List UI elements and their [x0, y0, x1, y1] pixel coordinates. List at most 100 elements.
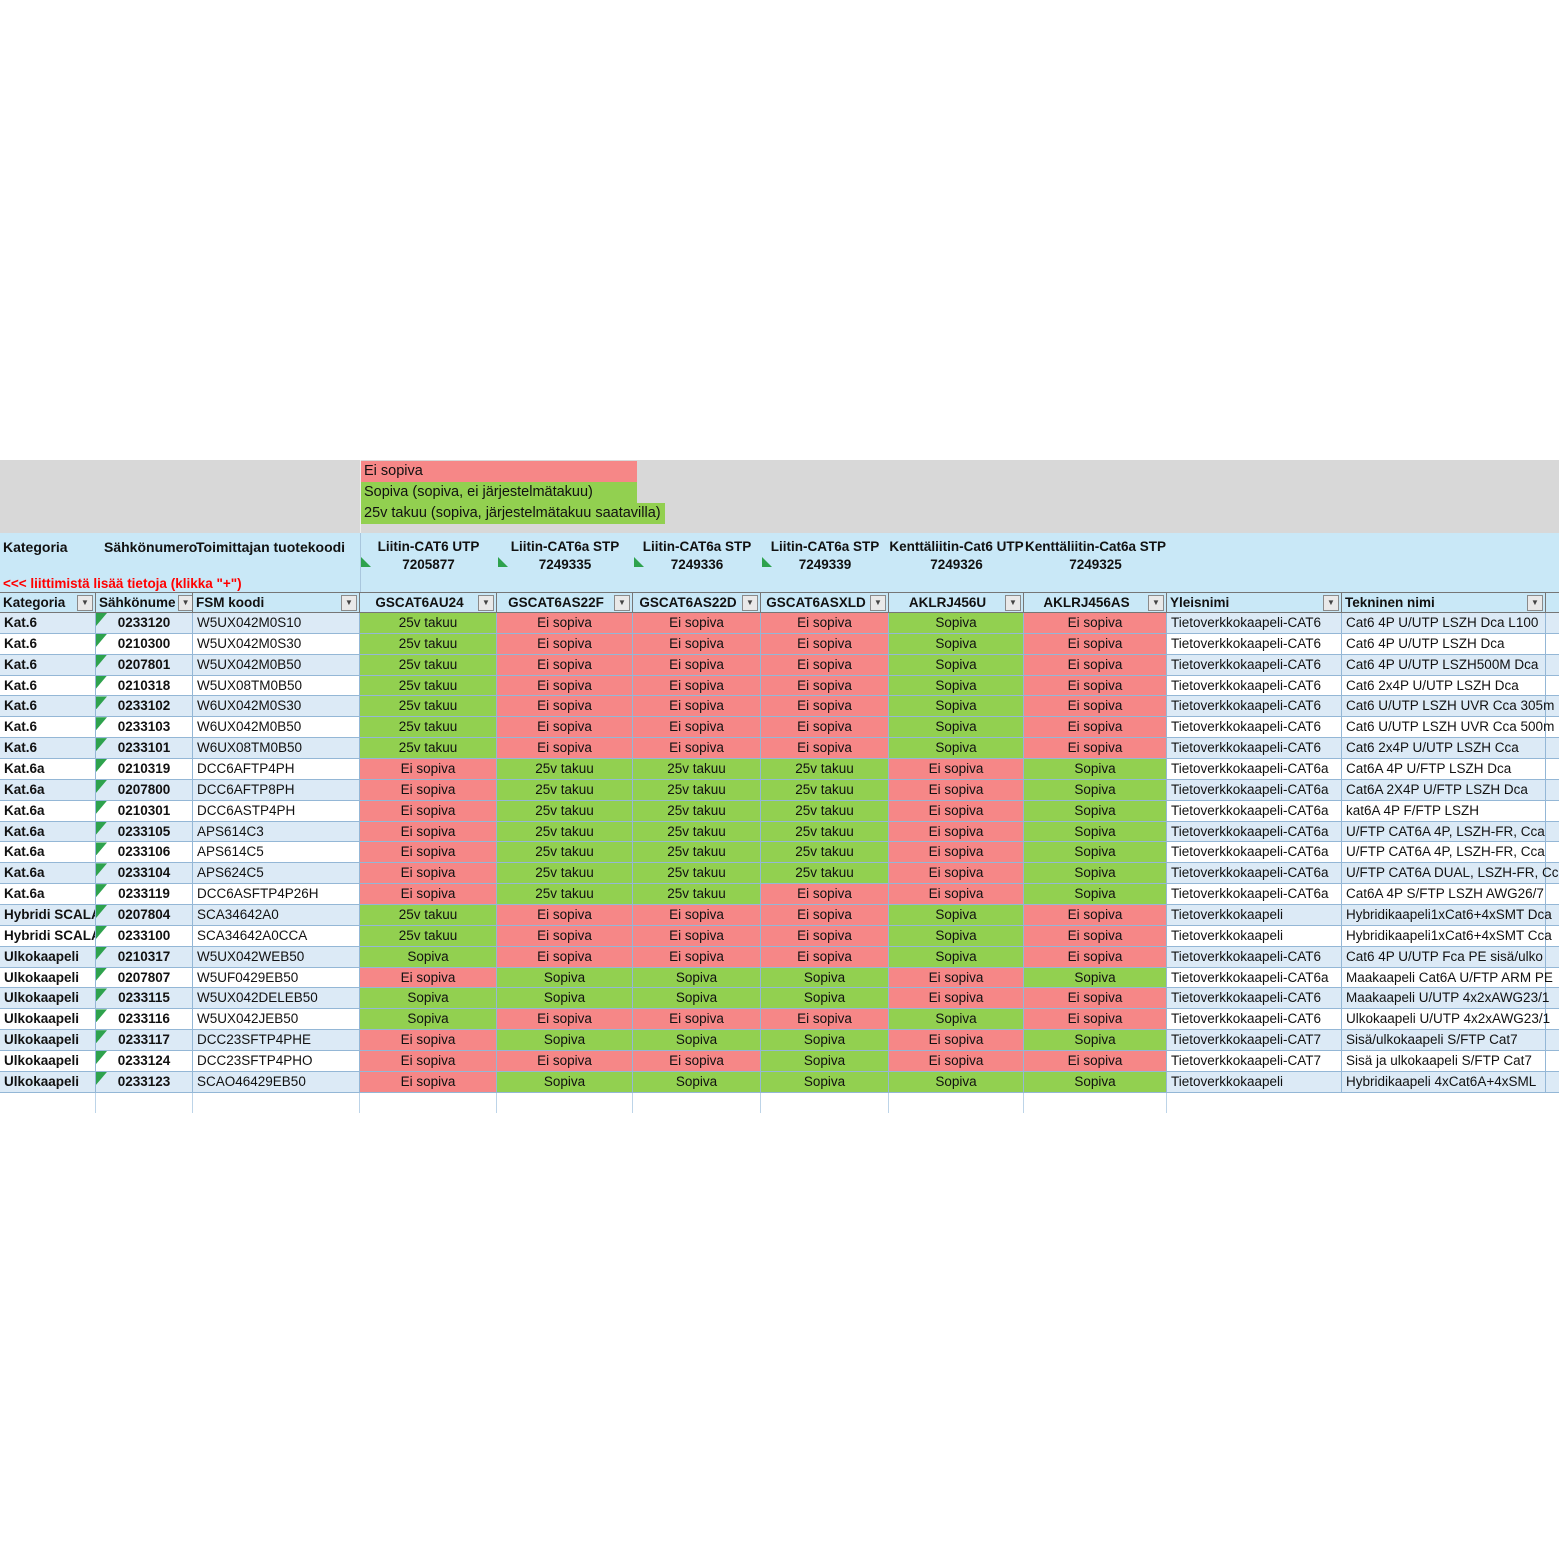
compatibility-cell[interactable]: Ei sopiva [633, 1009, 761, 1031]
cutoff-cell[interactable] [1546, 842, 1559, 864]
fsm-code-cell[interactable]: DCC23SFTP4PHE [193, 1030, 360, 1052]
compatibility-cell[interactable]: Ei sopiva [1024, 675, 1167, 697]
category-cell[interactable]: Ulkokaapeli [0, 1030, 96, 1052]
compatibility-cell[interactable]: Sopiva [889, 633, 1024, 655]
compatibility-cell[interactable]: 25v takuu [633, 779, 761, 801]
compatibility-cell[interactable]: Ei sopiva [633, 738, 761, 760]
filter-dropdown-button[interactable]: ▼ [1005, 594, 1021, 611]
compatibility-cell[interactable]: 25v takuu [497, 842, 633, 864]
cutoff-cell[interactable] [1546, 821, 1559, 843]
compatibility-cell[interactable]: 25v takuu [761, 842, 889, 864]
fsm-code-cell[interactable]: W5UX042JEB50 [193, 1009, 360, 1031]
compatibility-cell[interactable]: Ei sopiva [1024, 696, 1167, 718]
compatibility-cell[interactable]: 25v takuu [497, 779, 633, 801]
common-name-cell[interactable]: Tietoverkkokaapeli-CAT6a [1167, 759, 1342, 780]
compatibility-cell[interactable]: 25v takuu [497, 821, 633, 843]
cutoff-cell[interactable] [1546, 800, 1559, 822]
compatibility-cell[interactable]: 25v takuu [633, 884, 761, 906]
product-number-cell[interactable]: 0233115 [96, 988, 193, 1010]
fsm-code-cell[interactable]: W5UX08TM0B50 [193, 675, 360, 697]
compatibility-cell[interactable]: 25v takuu [761, 759, 889, 780]
category-cell[interactable]: Ulkokaapeli [0, 1051, 96, 1072]
technical-name-cell[interactable]: Cat6A 2X4P U/FTP LSZH Dca [1342, 779, 1546, 801]
compatibility-cell[interactable]: Ei sopiva [761, 925, 889, 947]
compatibility-cell[interactable]: 25v takuu [761, 779, 889, 801]
fsm-code-cell[interactable]: DCC6AFTP8PH [193, 779, 360, 801]
compatibility-cell[interactable]: Ei sopiva [497, 717, 633, 739]
fsm-code-cell[interactable]: SCA34642A0CCA [193, 925, 360, 947]
technical-name-cell[interactable]: Sisä ja ulkokaapeli S/FTP Cat7 [1342, 1051, 1546, 1072]
compatibility-cell[interactable]: Ei sopiva [360, 1051, 497, 1072]
common-name-cell[interactable]: Tietoverkkokaapeli-CAT6 [1167, 717, 1342, 739]
compatibility-cell[interactable]: Ei sopiva [633, 654, 761, 676]
compatibility-cell[interactable]: 25v takuu [761, 800, 889, 822]
compatibility-cell[interactable]: Ei sopiva [761, 1009, 889, 1031]
compatibility-cell[interactable]: Ei sopiva [633, 696, 761, 718]
compatibility-cell[interactable]: Sopiva [497, 1030, 633, 1052]
technical-name-cell[interactable]: Cat6A 4P U/FTP LSZH Dca [1342, 759, 1546, 780]
compatibility-cell[interactable]: Sopiva [1024, 1071, 1167, 1093]
cutoff-cell[interactable] [1546, 633, 1559, 655]
cutoff-cell[interactable] [1546, 613, 1559, 634]
fsm-code-cell[interactable]: W5UX042M0S30 [193, 633, 360, 655]
compatibility-cell[interactable]: 25v takuu [633, 759, 761, 780]
compatibility-cell[interactable]: Ei sopiva [633, 717, 761, 739]
compatibility-cell[interactable]: Ei sopiva [761, 633, 889, 655]
category-cell[interactable]: Kat.6a [0, 821, 96, 843]
compatibility-cell[interactable]: Sopiva [761, 1071, 889, 1093]
common-name-cell[interactable]: Tietoverkkokaapeli-CAT6 [1167, 946, 1342, 968]
compatibility-cell[interactable]: Sopiva [889, 1071, 1024, 1093]
compatibility-cell[interactable]: Ei sopiva [889, 1051, 1024, 1072]
column-filter-header[interactable]: AKLRJ456U ▼ [889, 592, 1024, 613]
category-cell[interactable]: Ulkokaapeli [0, 988, 96, 1010]
category-cell[interactable]: Kat.6 [0, 613, 96, 634]
compatibility-cell[interactable]: Ei sopiva [761, 884, 889, 906]
fsm-code-cell[interactable]: W5UX042M0S10 [193, 613, 360, 634]
filter-dropdown-button[interactable]: ▼ [870, 594, 886, 611]
compatibility-cell[interactable]: Ei sopiva [497, 1009, 633, 1031]
compatibility-cell[interactable]: Ei sopiva [497, 946, 633, 968]
compatibility-cell[interactable]: Ei sopiva [761, 696, 889, 718]
product-number-cell[interactable]: 0233106 [96, 842, 193, 864]
column-filter-header[interactable]: AKLRJ456AS ▼ [1024, 592, 1167, 613]
compatibility-cell[interactable]: 25v takuu [633, 842, 761, 864]
fsm-code-cell[interactable]: W5UX042M0B50 [193, 654, 360, 676]
compatibility-cell[interactable]: Ei sopiva [1024, 1009, 1167, 1031]
compatibility-cell[interactable]: Ei sopiva [497, 1051, 633, 1072]
cutoff-cell[interactable] [1546, 675, 1559, 697]
compatibility-cell[interactable]: Ei sopiva [889, 967, 1024, 989]
product-number-cell[interactable]: 0210319 [96, 759, 193, 780]
compatibility-cell[interactable]: Ei sopiva [633, 925, 761, 947]
fsm-code-cell[interactable]: W5UX042WEB50 [193, 946, 360, 968]
compatibility-cell[interactable]: Ei sopiva [889, 842, 1024, 864]
compatibility-cell[interactable]: Ei sopiva [497, 738, 633, 760]
compatibility-cell[interactable]: Sopiva [633, 988, 761, 1010]
compatibility-cell[interactable]: Ei sopiva [633, 946, 761, 968]
filter-dropdown-button[interactable]: ▼ [1323, 594, 1339, 611]
technical-name-cell[interactable]: Hybridikaapeli1xCat6+4xSMT Dca [1342, 905, 1552, 926]
compatibility-cell[interactable]: Sopiva [633, 1030, 761, 1052]
compatibility-cell[interactable]: Sopiva [1024, 967, 1167, 989]
compatibility-cell[interactable]: 25v takuu [497, 863, 633, 885]
compatibility-cell[interactable]: Ei sopiva [1024, 654, 1167, 676]
product-number-cell[interactable]: 0233103 [96, 717, 193, 739]
product-number-cell[interactable]: 0233119 [96, 884, 193, 906]
technical-name-cell[interactable]: Cat6 4P U/UTP LSZH Dca L100 [1342, 613, 1546, 634]
cutoff-cell[interactable] [1546, 654, 1559, 676]
compatibility-cell[interactable]: Ei sopiva [360, 884, 497, 906]
category-cell[interactable]: Kat.6a [0, 800, 96, 822]
compatibility-cell[interactable]: Sopiva [633, 967, 761, 989]
compatibility-cell[interactable]: Ei sopiva [1024, 988, 1167, 1010]
compatibility-cell[interactable]: Ei sopiva [633, 675, 761, 697]
product-number-cell[interactable]: 0207804 [96, 905, 193, 926]
compatibility-cell[interactable]: Sopiva [360, 1009, 497, 1031]
product-number-cell[interactable]: 0233123 [96, 1071, 193, 1093]
category-cell[interactable]: Ulkokaapeli [0, 1009, 96, 1031]
common-name-cell[interactable]: Tietoverkkokaapeli-CAT6 [1167, 633, 1342, 655]
product-number-cell[interactable]: 0233105 [96, 821, 193, 843]
cutoff-cell[interactable] [1546, 1071, 1559, 1093]
filter-dropdown-button[interactable]: ▼ [1527, 594, 1543, 611]
compatibility-cell[interactable]: Ei sopiva [633, 613, 761, 634]
filter-dropdown-button[interactable]: ▼ [742, 594, 758, 611]
compatibility-cell[interactable]: Sopiva [889, 717, 1024, 739]
